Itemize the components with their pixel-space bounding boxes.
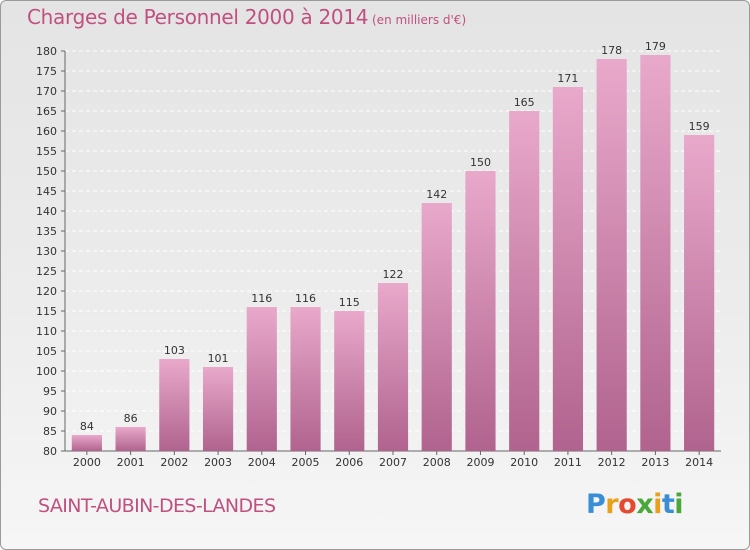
logo-letter: i [653,489,662,520]
bar [465,171,496,451]
data-label: 179 [645,40,666,53]
data-label: 122 [383,268,404,281]
y-tick-label: 90 [43,405,57,418]
data-label: 159 [689,120,710,133]
data-label: 142 [426,188,447,201]
bar [246,307,277,451]
chart-subtitle: (en milliers d'€) [372,13,467,27]
x-tick-label: 2002 [160,456,188,469]
x-tick-label: 2013 [641,456,669,469]
x-tick-label: 2009 [466,456,494,469]
x-tick-label: 2008 [423,456,451,469]
data-label: 115 [339,296,360,309]
data-label: 150 [470,156,491,169]
y-tick-label: 175 [36,65,57,78]
x-tick-label: 2006 [335,456,363,469]
logo-letter: i [674,489,684,520]
bar [509,111,540,451]
data-label: 84 [80,420,94,433]
data-label: 178 [601,44,622,57]
y-tick-label: 145 [36,185,57,198]
x-tick-label: 2004 [248,456,276,469]
data-label: 103 [164,344,185,357]
bar [159,359,190,451]
logo-letter: r [605,489,619,520]
x-tick-label: 2000 [73,456,101,469]
y-tick-label: 85 [43,425,57,438]
commune-name: SAINT-AUBIN-DES-LANDES [38,495,276,517]
y-tick-label: 125 [36,265,57,278]
y-tick-label: 160 [36,125,57,138]
x-tick-label: 2014 [685,456,713,469]
y-tick-label: 120 [36,285,57,298]
y-tick-label: 155 [36,145,57,158]
x-tick-label: 2001 [117,456,145,469]
bar [552,87,584,451]
y-tick-label: 80 [43,445,57,458]
y-tick-label: 105 [36,345,57,358]
bar [684,135,715,451]
y-tick-label: 135 [36,225,57,238]
x-tick-label: 2005 [292,456,320,469]
proxiti-logo: Proxiti [586,489,684,520]
x-tick-label: 2011 [554,456,582,469]
y-tick-label: 170 [36,85,57,98]
data-label: 86 [124,412,138,425]
bar [71,435,102,451]
bar [596,59,627,451]
y-tick-label: 130 [36,245,57,258]
y-tick-label: 95 [43,385,57,398]
data-label: 171 [557,72,578,85]
data-label: 101 [208,352,229,365]
data-label: 116 [295,292,316,305]
bar [377,283,409,451]
y-tick-label: 115 [36,305,57,318]
x-tick-label: 2012 [598,456,626,469]
bar [115,427,146,451]
bar [290,307,321,451]
x-tick-label: 2003 [204,456,232,469]
logo-letter: o [618,489,637,520]
logo-letter: P [586,489,606,520]
y-tick-label: 165 [36,105,57,118]
logo-letter: t [661,489,675,520]
bar [202,367,234,451]
y-tick-label: 100 [36,365,57,378]
x-tick-label: 2010 [510,456,538,469]
y-tick-label: 110 [36,325,57,338]
x-tick-label: 2007 [379,456,407,469]
bar [640,55,671,451]
y-tick-label: 180 [36,45,57,58]
data-label: 165 [514,96,535,109]
y-tick-label: 140 [36,205,57,218]
data-label: 116 [251,292,272,305]
bar [334,311,365,451]
bar [421,203,452,451]
chart-title: Charges de Personnel 2000 à 2014 [27,5,369,29]
y-tick-label: 150 [36,165,57,178]
logo-letter: x [636,489,654,520]
